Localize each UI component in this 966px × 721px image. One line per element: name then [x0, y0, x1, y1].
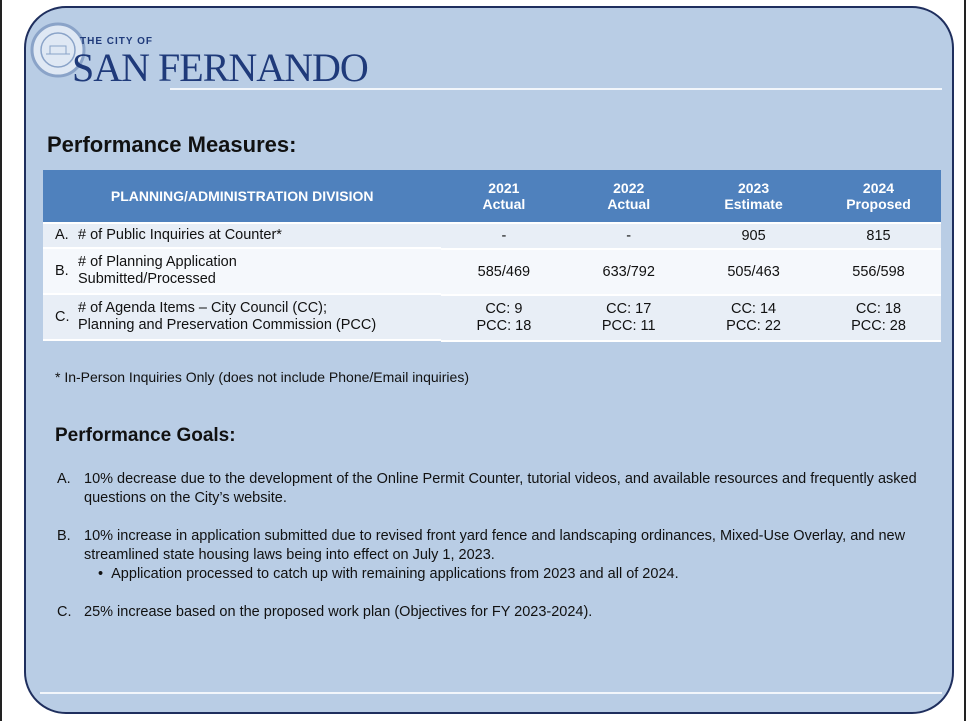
measures-table: PLANNING/ADMINISTRATION DIVISION 2021 Actu…: [43, 170, 941, 342]
letter: C.: [55, 308, 70, 325]
line: PCC: 11: [601, 318, 656, 334]
row: A. # of Public Inquiries at Counter* - - 905…: [43, 223, 941, 250]
value-cell: -: [566, 223, 692, 250]
goal-text: 10% decrease due to the development of t…: [84, 471, 917, 506]
measures-title: Performance Measures:: [47, 132, 297, 157]
header-row: PLANNING/ADMINISTRATION DIVISION 2021 Actu…: [43, 170, 941, 224]
label: # of Agenda Items – City Council (CC); Pl…: [78, 300, 376, 334]
value-cell: 505/463: [691, 249, 816, 296]
value-cell: CC: 18 PCC: 28: [815, 295, 941, 342]
line: # of Agenda Items – City Council (CC);: [78, 300, 328, 316]
line: PCC: 22: [726, 318, 781, 334]
value-cell: 815: [815, 223, 941, 250]
line: 2021: [488, 180, 520, 196]
value-cell: CC: 9 PCC: 18: [441, 295, 567, 342]
panel: [24, 6, 954, 714]
value-cell: 905: [691, 223, 816, 250]
line: PCC: 28: [851, 318, 906, 334]
line: 633/792: [602, 263, 655, 280]
line: CC: 18: [855, 301, 902, 317]
goal-body: 10% decrease due to the development of t…: [84, 470, 937, 508]
line: Proposed: [846, 196, 911, 212]
line: 2022: [613, 180, 645, 196]
line: Actual: [607, 196, 651, 212]
letter: B.: [55, 262, 69, 279]
line: -: [501, 227, 507, 244]
sub-text: Application processed to catch up with r…: [111, 566, 679, 582]
value-cell: 585/469: [441, 249, 567, 296]
line: CC: 17: [606, 301, 652, 317]
value-cell: -: [441, 223, 567, 250]
line: CC: 9: [485, 301, 523, 317]
line: 556/598: [852, 263, 905, 280]
seal: [30, 22, 86, 78]
letter: B.: [57, 528, 71, 544]
label-cell: B. # of Planning Application Submitted/Pro…: [43, 249, 442, 295]
goals-title: Performance Goals:: [55, 425, 236, 446]
line: 585/469: [477, 263, 531, 280]
line: 2024: [862, 180, 895, 196]
line: 815: [866, 227, 891, 244]
row: C. # of Agenda Items – City Council (CC);…: [43, 295, 941, 342]
line: 905: [741, 227, 766, 244]
line: # of Planning Application: [78, 254, 237, 270]
line: # of Public Inquiries at Counter*: [78, 227, 282, 243]
label: # of Planning Application Submitted/Proce…: [78, 254, 237, 288]
edge: [964, 0, 966, 721]
logo-name: SAN FERNANDO: [72, 45, 369, 90]
logo-top: THE CITY OF: [80, 36, 154, 47]
label: # of Public Inquiries at Counter*: [78, 227, 282, 244]
goal-body: 25% increase based on the proposed work …: [84, 603, 592, 622]
header-cell: 2023 Estimate: [691, 170, 816, 224]
line: 505/463: [727, 263, 780, 280]
value-cell: 556/598: [815, 249, 941, 296]
line: PCC: 18: [476, 318, 532, 334]
line: 2023: [737, 180, 770, 196]
goal: A. 10% decrease due to the development of…: [57, 470, 937, 508]
line: Estimate: [724, 196, 783, 212]
value-cell: 633/792: [566, 249, 692, 296]
goal-text: 25% increase based on the proposed work …: [84, 604, 593, 620]
goals-list: A. 10% decrease due to the development of…: [57, 470, 937, 641]
value-cell: CC: 14 PCC: 22: [691, 295, 816, 342]
header-cell: 2021 Actual: [441, 170, 567, 224]
sub-item: • Application processed to catch up with…: [84, 565, 937, 584]
letter: A.: [55, 227, 69, 243]
line: -: [626, 227, 632, 244]
goal-body: 10% increase in application submitted du…: [84, 527, 937, 584]
edge: [0, 0, 2, 721]
row: B. # of Planning Application Submitted/Pro…: [43, 249, 941, 296]
divider: [40, 692, 942, 694]
goal-text: 10% increase in application submitted du…: [84, 528, 906, 563]
goal: B. 10% increase in application submitted …: [57, 527, 937, 584]
line: Submitted/Processed: [78, 271, 216, 287]
line: CC: 14: [730, 301, 777, 317]
divider: [170, 88, 942, 90]
goal: C. 25% increase based on the proposed wor…: [57, 603, 937, 622]
letter: C.: [57, 604, 72, 620]
label-cell: A. # of Public Inquiries at Counter*: [43, 224, 442, 249]
header-cell: 2022 Actual: [566, 170, 692, 224]
header-cell: PLANNING/ADMINISTRATION DIVISION: [43, 170, 442, 224]
letter: A.: [57, 471, 71, 487]
line: Planning and Preservation Commission (PC…: [78, 317, 377, 333]
footnote: * In-Person Inquiries Only (does not inc…: [55, 369, 469, 385]
header-cell: 2024 Proposed: [815, 170, 941, 224]
label-cell: C. # of Agenda Items – City Council (CC);…: [43, 295, 442, 341]
line: Actual: [482, 196, 526, 212]
value-cell: CC: 17 PCC: 11: [566, 295, 692, 342]
bullet: •: [98, 566, 112, 582]
